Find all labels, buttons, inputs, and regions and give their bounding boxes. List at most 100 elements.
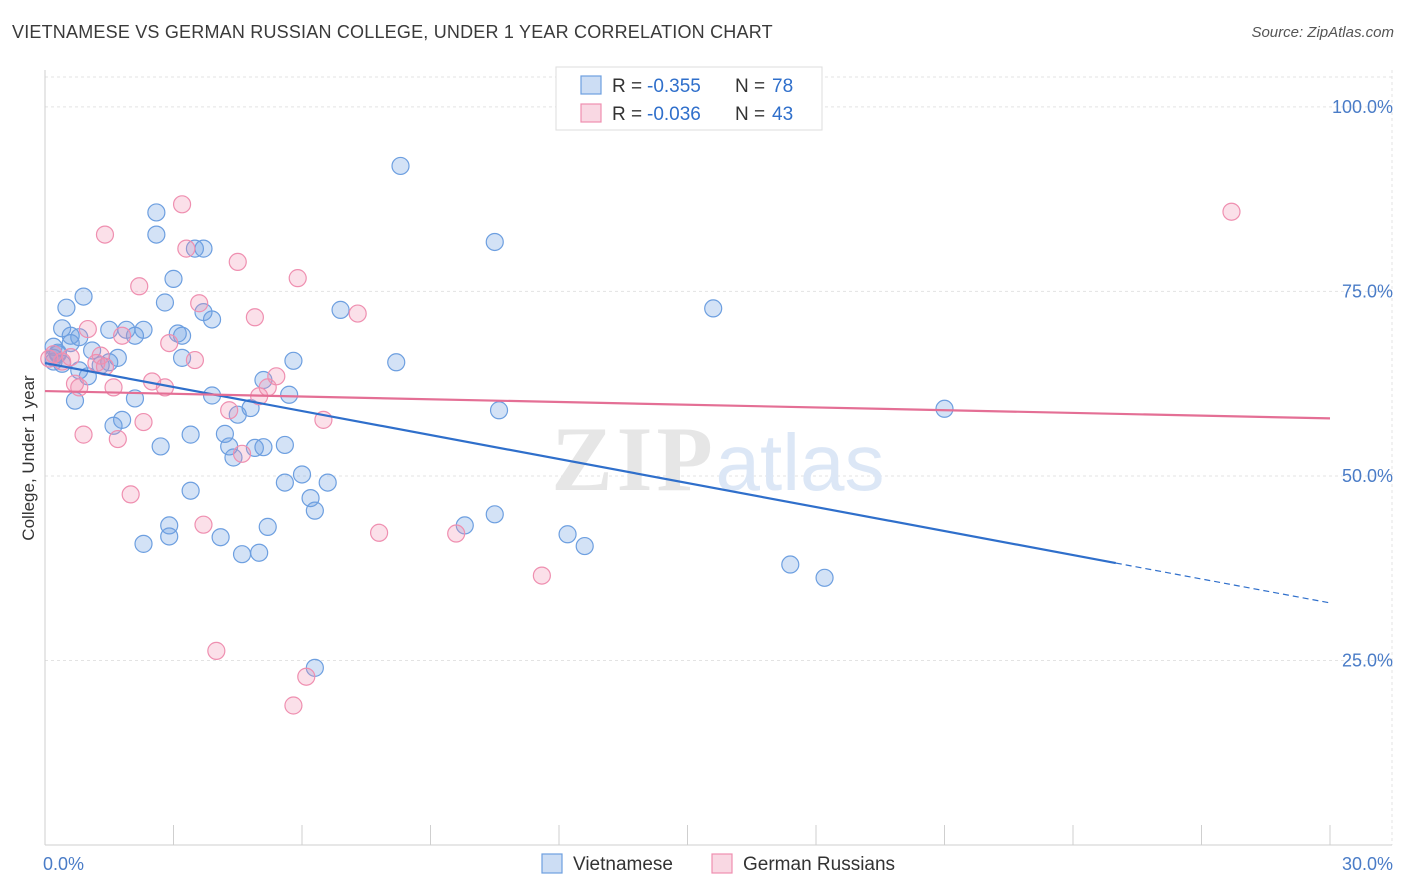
legend-swatch bbox=[580, 103, 602, 123]
german-russians-point bbox=[194, 515, 213, 534]
vietnamese-point bbox=[147, 225, 166, 244]
bottom-legend-swatch bbox=[711, 853, 733, 874]
german-russians-point bbox=[134, 412, 153, 432]
german-russians-point bbox=[160, 333, 179, 353]
legend-r-value: -0.355 bbox=[647, 76, 701, 97]
german-russians-point bbox=[288, 269, 307, 288]
vietnamese-point bbox=[391, 156, 410, 176]
vietnamese-point bbox=[181, 425, 200, 444]
german-russians-point bbox=[112, 326, 132, 345]
german-russians-point bbox=[130, 277, 149, 296]
vietnamese-point bbox=[318, 473, 337, 492]
bottom-legend: Vietnamese German Russians bbox=[541, 853, 895, 875]
axes bbox=[44, 70, 1392, 846]
german-russians-trend-line bbox=[44, 389, 1331, 420]
german-russians-point bbox=[297, 667, 316, 686]
vietnamese-point bbox=[387, 353, 406, 372]
vietnamese-point bbox=[704, 299, 723, 318]
bottom-legend-label: German Russians bbox=[743, 854, 895, 875]
vietnamese-trend-line bbox=[44, 361, 1117, 565]
legend-n-value: 78 bbox=[772, 76, 793, 97]
y-tick-label: 50.0% bbox=[1342, 466, 1393, 486]
german-russians-point bbox=[284, 696, 303, 715]
vietnamese-point bbox=[250, 543, 269, 562]
watermark-atlas: atlas bbox=[716, 418, 885, 507]
vietnamese-point bbox=[280, 385, 299, 404]
vietnamese-point bbox=[305, 501, 324, 520]
german-russians-point bbox=[74, 425, 93, 444]
vietnamese-point bbox=[194, 239, 213, 258]
vietnamese-point bbox=[575, 536, 594, 556]
x-tick-label: 30.0% bbox=[1342, 854, 1393, 874]
vietnamese-point bbox=[151, 437, 170, 456]
legend-n-value: 43 bbox=[772, 104, 793, 125]
german-russians-point bbox=[245, 308, 264, 327]
vietnamese-point bbox=[254, 438, 273, 457]
german-russians-point bbox=[370, 523, 389, 542]
vietnamese-point bbox=[57, 298, 76, 317]
german-russians-point bbox=[70, 378, 89, 397]
vietnamese-point bbox=[489, 401, 509, 420]
german-russians-point bbox=[177, 239, 196, 258]
german-russians-point bbox=[121, 485, 140, 504]
vietnamese-point bbox=[155, 293, 175, 312]
german-russians-point bbox=[447, 524, 466, 543]
chart-title: VIETNAMESE VS GERMAN RUSSIAN COLLEGE, UN… bbox=[12, 22, 773, 42]
vietnamese-point bbox=[134, 534, 153, 553]
legend-r-label: R = bbox=[612, 104, 642, 125]
german-russians-point bbox=[220, 401, 239, 420]
tick-labels: 100.0% 75.0% 50.0% 25.0% 0.0% 30.0% bbox=[43, 97, 1393, 874]
vietnamese-point bbox=[160, 527, 179, 546]
vietnamese-point bbox=[232, 545, 252, 564]
vietnamese-point bbox=[292, 465, 312, 484]
legend-n-label: N = bbox=[735, 76, 765, 97]
legend: R = -0.355 N = 78 R = -0.036 N = 43 bbox=[555, 66, 823, 131]
legend-r-label: R = bbox=[612, 76, 642, 97]
german-russians-point bbox=[185, 350, 205, 370]
y-tick-label: 75.0% bbox=[1342, 281, 1393, 301]
vietnamese-point bbox=[258, 517, 277, 536]
vietnamese-point bbox=[284, 351, 303, 370]
vietnamese-point bbox=[134, 320, 153, 339]
german-russians-point bbox=[108, 429, 127, 449]
y-axis-title: College, Under 1 year bbox=[19, 375, 38, 541]
y-tick-label: 25.0% bbox=[1342, 650, 1393, 670]
vietnamese-point bbox=[164, 269, 183, 288]
legend-frame bbox=[555, 66, 823, 131]
vietnamese-point bbox=[202, 310, 222, 329]
vietnamese-point bbox=[485, 232, 504, 252]
german-russians-point bbox=[95, 225, 115, 244]
vietnamese-point bbox=[485, 505, 504, 524]
data-points bbox=[40, 156, 1241, 715]
legend-r-value: -0.036 bbox=[647, 104, 701, 125]
german-russians-point bbox=[61, 348, 80, 367]
german-russians-point bbox=[348, 304, 367, 323]
vietnamese-point bbox=[935, 399, 954, 418]
german-russians-point bbox=[532, 566, 551, 585]
german-russians-point bbox=[228, 252, 247, 272]
vietnamese-point bbox=[125, 389, 145, 408]
german-russians-point bbox=[207, 641, 226, 660]
german-russians-point bbox=[190, 294, 209, 313]
german-russians-point bbox=[78, 319, 97, 339]
vietnamese-point bbox=[147, 203, 166, 222]
german-russians-point bbox=[1222, 202, 1241, 221]
vietnamese-point bbox=[275, 435, 294, 455]
vietnamese-point bbox=[558, 525, 577, 544]
vietnamese-point bbox=[331, 300, 350, 319]
vietnamese-trend-extension bbox=[1115, 562, 1331, 604]
german-russians-point bbox=[232, 444, 252, 463]
german-russians-point bbox=[172, 195, 192, 214]
x-tick-label: 0.0% bbox=[43, 854, 84, 874]
watermark: ZIP atlas bbox=[551, 408, 884, 510]
bottom-legend-label: Vietnamese bbox=[573, 854, 673, 875]
vietnamese-point bbox=[181, 481, 200, 500]
vietnamese-point bbox=[112, 410, 132, 429]
legend-n-label: N = bbox=[735, 104, 765, 125]
german-russians-point bbox=[267, 367, 286, 386]
trend-lines bbox=[44, 361, 1331, 604]
watermark-zip: ZIP bbox=[551, 408, 716, 510]
source-credit: Source: ZipAtlas.com bbox=[1251, 24, 1394, 41]
vietnamese-point bbox=[815, 568, 834, 587]
